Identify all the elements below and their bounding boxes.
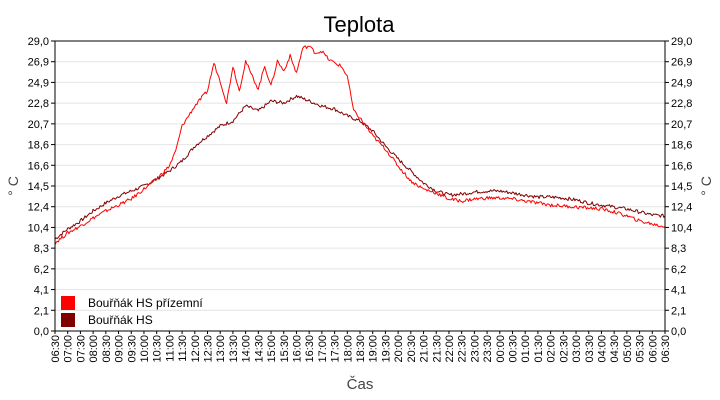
y-tick-label: 26,9 <box>671 57 692 69</box>
y-tick-label: 26,9 <box>28 57 49 69</box>
x-tick-label: 06:00 <box>647 335 659 363</box>
x-tick-label: 23:30 <box>482 335 494 363</box>
x-tick-label: 12:30 <box>203 335 215 363</box>
y-tick-label: 29,0 <box>28 36 49 48</box>
x-tick-label: 05:30 <box>635 335 647 363</box>
x-tick-label: 00:30 <box>508 335 520 363</box>
x-tick-label: 10:00 <box>139 335 151 363</box>
legend-swatch <box>61 313 75 327</box>
y-tick-label: 0,0 <box>34 326 49 338</box>
x-tick-label: 02:00 <box>546 335 558 363</box>
x-tick-label: 02:30 <box>558 335 570 363</box>
y-tick-label: 6,2 <box>34 264 49 276</box>
y-tick-label: 2,1 <box>34 305 49 317</box>
series-layer <box>54 45 666 245</box>
y-tick-label: 24,9 <box>671 77 692 89</box>
y-tick-label: 2,1 <box>671 305 686 317</box>
x-tick-label: 05:00 <box>622 335 634 363</box>
y-tick-label: 16,6 <box>28 160 49 172</box>
y-tick-label: 18,6 <box>671 140 692 152</box>
x-tick-label: 16:30 <box>304 335 316 363</box>
x-tick-label: 20:30 <box>406 335 418 363</box>
x-tick-label: 20:00 <box>393 335 405 363</box>
x-tick-label: 22:00 <box>444 335 456 363</box>
y-tick-labels-right: 0,0 2,1 4,1 6,2 8,3 10,4 12,4 14,5 16,6 18,6 20,7 2… <box>671 36 692 338</box>
x-tick-label: 13:30 <box>228 335 240 363</box>
y-tick-label: 10,4 <box>28 222 49 234</box>
x-tick-label: 17:30 <box>330 335 342 363</box>
x-tick-label: 01:30 <box>533 335 545 363</box>
series-line <box>54 94 666 240</box>
x-tick-label: 04:00 <box>596 335 608 363</box>
grid-lines <box>51 40 669 332</box>
y-tick-label: 20,7 <box>28 119 49 131</box>
x-tick-label: 04:30 <box>609 335 621 363</box>
y-tick-label: 6,2 <box>671 264 686 276</box>
y-tick-label: 0,0 <box>671 326 686 338</box>
x-tick-label: 16:00 <box>291 335 303 363</box>
legend: Bouřňák HS přízemní Bouřňák HS <box>61 296 203 327</box>
x-tick-label: 15:00 <box>266 335 278 363</box>
y-tick-labels-left: 0,0 2,1 4,1 6,2 8,3 10,4 12,4 14,5 16,6 18,6 20,7 2… <box>28 36 49 338</box>
x-tick-label: 00:00 <box>495 335 507 363</box>
y-tick-label: 12,4 <box>28 202 49 214</box>
x-tick-label: 09:30 <box>126 335 138 363</box>
x-tick-label: 03:00 <box>571 335 583 363</box>
x-tick-labels: 06:30 07:00 07:30 08:00 08:30 09:00 09:30 10:00… <box>50 331 672 363</box>
y-tick-label: 8,3 <box>34 243 49 255</box>
legend-label: Bouřňák HS přízemní <box>88 296 203 310</box>
x-tick-label: 06:30 <box>50 335 62 363</box>
x-tick-label: 19:00 <box>368 335 380 363</box>
x-tick-label: 19:30 <box>380 335 392 363</box>
legend-swatch <box>61 296 75 310</box>
x-tick-label: 18:00 <box>342 335 354 363</box>
x-tick-label: 21:00 <box>419 335 431 363</box>
y-tick-label: 22,8 <box>28 98 49 110</box>
x-tick-label: 06:30 <box>660 335 672 363</box>
y-axis-label-left: ° C <box>5 176 21 196</box>
x-tick-label: 11:30 <box>177 335 189 362</box>
y-tick-label: 24,9 <box>28 77 49 89</box>
legend-label: Bouřňák HS <box>88 313 153 327</box>
y-tick-label: 12,4 <box>671 202 692 214</box>
y-tick-label: 29,0 <box>671 36 692 48</box>
y-tick-label: 20,7 <box>671 119 692 131</box>
x-tick-label: 17:00 <box>317 335 329 363</box>
x-axis-label: Čas <box>347 376 374 393</box>
x-tick-label: 21:30 <box>431 335 443 363</box>
x-tick-label: 07:00 <box>63 335 75 363</box>
x-tick-label: 08:30 <box>101 335 113 363</box>
plot-frame <box>54 40 666 332</box>
x-tick-label: 01:00 <box>520 335 532 363</box>
x-tick-label: 07:30 <box>75 335 87 363</box>
y-tick-label: 14,5 <box>671 181 692 193</box>
y-tick-label: 22,8 <box>671 98 692 110</box>
x-tick-label: 11:00 <box>164 335 176 362</box>
x-tick-label: 14:30 <box>253 335 265 363</box>
x-tick-label: 09:00 <box>114 335 126 363</box>
series-line <box>54 45 666 245</box>
y-tick-label: 4,1 <box>34 285 49 297</box>
x-tick-label: 23:00 <box>469 335 481 363</box>
y-tick-label: 8,3 <box>671 243 686 255</box>
x-tick-label: 18:30 <box>355 335 367 363</box>
x-tick-label: 14:00 <box>241 335 253 363</box>
x-tick-label: 10:30 <box>152 335 164 363</box>
y-tick-label: 18,6 <box>28 140 49 152</box>
y-tick-label: 4,1 <box>671 285 686 297</box>
y-tick-label: 10,4 <box>671 222 692 234</box>
x-tick-label: 22:30 <box>457 335 469 363</box>
x-tick-label: 08:00 <box>88 335 100 363</box>
chart-title: Teplota <box>324 12 396 37</box>
x-tick-label: 15:30 <box>279 335 291 363</box>
x-tick-label: 13:00 <box>215 335 227 363</box>
y-tick-label: 14,5 <box>28 181 49 193</box>
y-tick-label: 16,6 <box>671 160 692 172</box>
x-tick-label: 12:00 <box>190 335 202 363</box>
y-axis-label-right: ° C <box>698 176 714 196</box>
x-tick-label: 03:30 <box>584 335 596 363</box>
